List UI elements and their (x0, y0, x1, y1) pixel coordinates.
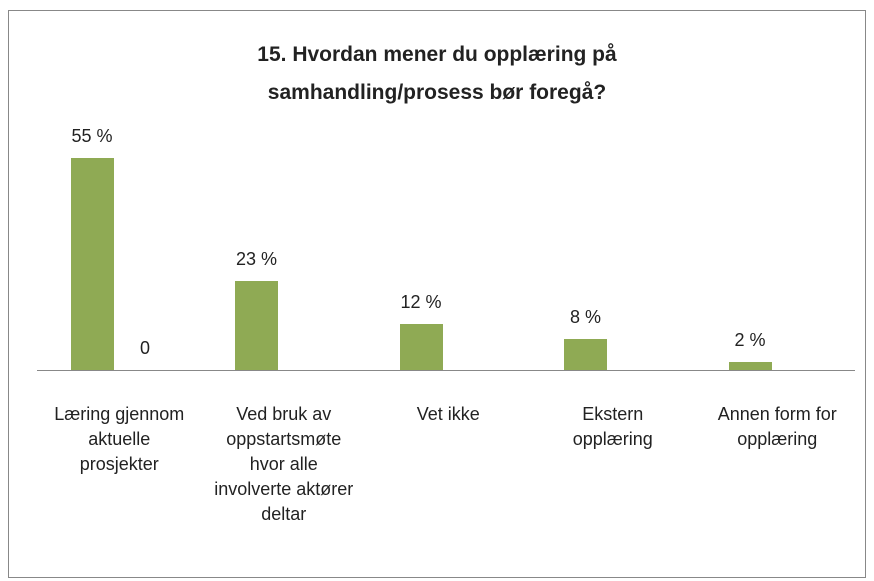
x-tick-label: Annen form for opplæring (717, 404, 837, 449)
data-label: 12 % (400, 291, 442, 312)
x-tick-label: Læring gjennom aktuelle prosjekter (54, 404, 185, 474)
chart-frame (8, 10, 866, 578)
chart-title: 15. Hvordan mener du opplæring på samhan… (257, 43, 617, 104)
x-axis (37, 370, 855, 371)
bar (70, 158, 114, 370)
data-label: 2 % (734, 330, 766, 351)
x-tick-label: Ved bruk av oppstartsmøte hvor alle invo… (214, 404, 354, 524)
data-label: 8 % (569, 307, 602, 328)
bar (564, 339, 607, 370)
x-tick-label: Vet ikke (416, 404, 480, 424)
data-label: 55 % (71, 126, 113, 147)
bar (235, 281, 278, 370)
x-tick-label: Ekstern opplæring (572, 404, 653, 449)
data-label: 23 % (235, 249, 278, 270)
bar (728, 362, 772, 370)
data-label: 0 (139, 338, 150, 358)
bar (399, 323, 443, 370)
